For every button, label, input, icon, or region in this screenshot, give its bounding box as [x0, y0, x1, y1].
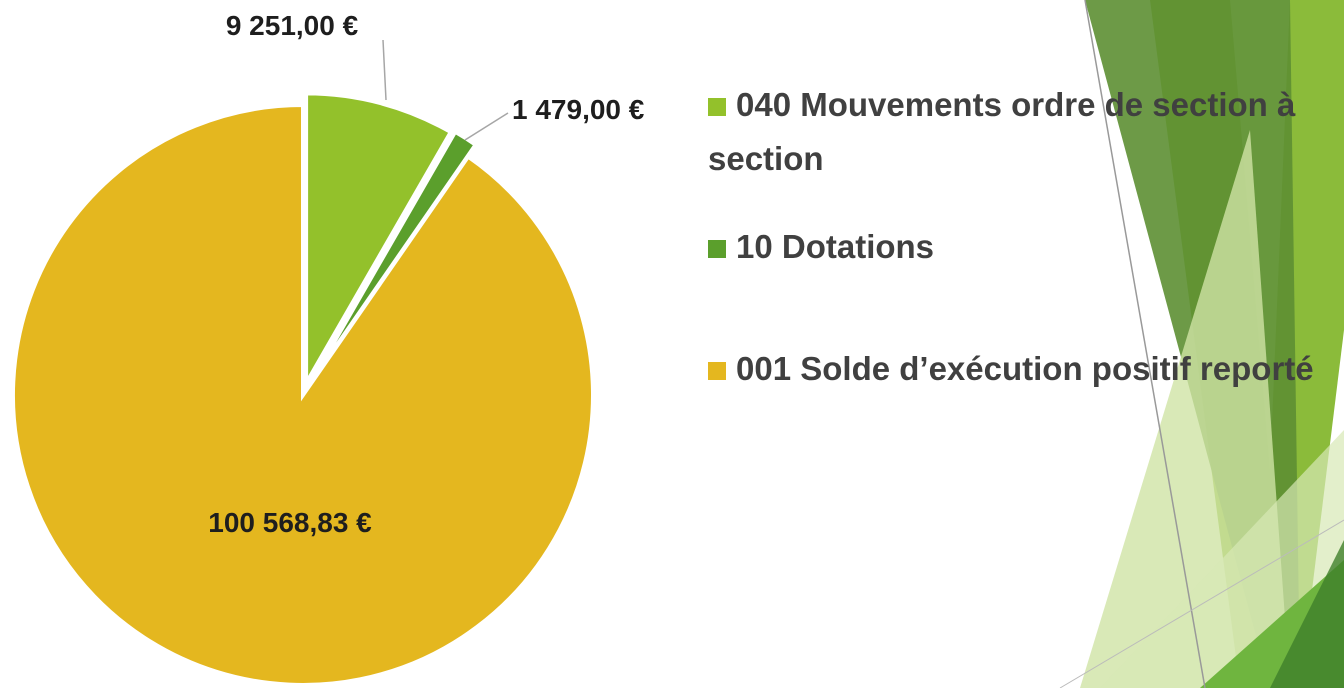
decor-line [1084, 0, 1206, 688]
leader-line [382, 39, 387, 101]
decor-line [1059, 519, 1344, 688]
legend-item: 040 Mouvements ordre de section à sectio… [708, 78, 1338, 186]
decor [1270, 540, 1344, 688]
pie-slice [308, 129, 479, 385]
legend-label: 040 Mouvements ordre de section à sectio… [708, 86, 1296, 177]
legend-swatch [708, 240, 726, 258]
legend-swatch [708, 362, 726, 380]
pie-slice [11, 102, 595, 687]
decor [1230, 0, 1290, 470]
legend-label: 001 Solde d’exécution positif reporté [736, 350, 1314, 387]
legend-swatch [708, 98, 726, 116]
data-label: 100 568,83 € [208, 507, 372, 538]
data-label: 1 479,00 € [512, 94, 645, 125]
background-decoration [1059, 0, 1344, 688]
legend-item: 10 Dotations [708, 220, 1338, 274]
data-label: 9 251,00 € [226, 10, 359, 41]
pie-slice [304, 91, 454, 391]
legend-item: 001 Solde d’exécution positif reporté [708, 342, 1338, 396]
pie: 9 251,00 € 1 479,00 € 100 568,83 € [11, 10, 645, 687]
legend-label: 10 Dotations [736, 228, 935, 265]
leader-line [464, 112, 509, 141]
